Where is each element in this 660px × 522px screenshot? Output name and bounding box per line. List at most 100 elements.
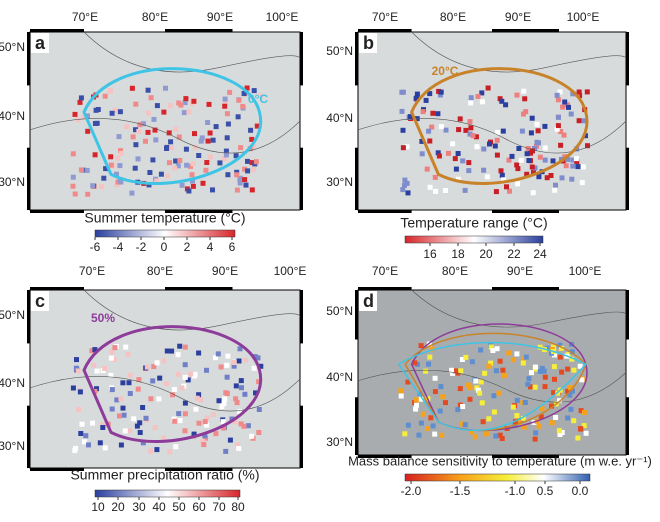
grid-cell — [242, 177, 248, 183]
grid-cell — [569, 349, 575, 355]
grid-cell — [551, 390, 557, 396]
grid-cell — [416, 432, 422, 438]
grid-cell — [134, 423, 140, 429]
grid-cell — [223, 148, 229, 154]
grid-cell — [462, 187, 468, 193]
grid-cell — [526, 158, 532, 163]
grid-cell — [112, 345, 118, 351]
grid-cell — [79, 421, 85, 427]
panel-letter-box — [31, 291, 49, 311]
grid-cell — [78, 431, 84, 436]
country-border — [83, 31, 301, 73]
panel-letter: c — [35, 291, 45, 311]
grid-cell — [108, 162, 114, 168]
frame-bar — [165, 210, 233, 213]
grid-cell — [204, 422, 210, 428]
grid-cell — [103, 166, 109, 172]
grid-cell — [170, 392, 176, 398]
colorbar-tick-label: 60 — [192, 500, 206, 514]
frame-bar — [492, 210, 559, 213]
grid-cell — [164, 146, 169, 151]
grid-cell — [99, 184, 105, 190]
grid-cell — [565, 415, 571, 421]
frame-bar — [492, 29, 559, 32]
grid-cell — [519, 128, 525, 134]
grid-cell — [204, 367, 209, 373]
grid-cell — [114, 397, 120, 403]
grid-cell — [478, 379, 484, 385]
grid-cell — [438, 124, 444, 130]
grid-cell — [522, 96, 528, 102]
grid-cell — [92, 152, 98, 158]
grid-cell — [100, 425, 106, 430]
grid-cell — [521, 88, 527, 94]
grid-cell — [221, 425, 227, 431]
grid-cell — [554, 92, 560, 98]
grid-cell — [193, 406, 199, 412]
grid-cell — [245, 168, 251, 174]
grid-cell — [90, 420, 95, 426]
grid-cell — [544, 345, 550, 351]
grid-cell — [253, 390, 258, 396]
grid-cell — [78, 167, 84, 173]
grid-cell — [573, 156, 579, 162]
lat-label: 50°N — [326, 44, 353, 58]
grid-cell — [550, 158, 556, 164]
grid-cell — [258, 363, 264, 369]
grid-cell — [238, 421, 244, 427]
grid-cell — [133, 127, 138, 133]
grid-cell — [77, 99, 83, 105]
grid-cell — [184, 162, 190, 168]
grid-cell — [245, 423, 251, 429]
grid-cell — [581, 118, 587, 124]
grid-cell — [250, 167, 256, 173]
grid-cell — [216, 398, 222, 404]
grid-cell — [161, 109, 167, 115]
grid-cell — [210, 137, 216, 143]
grid-cell — [92, 388, 98, 394]
grid-cell — [583, 430, 589, 436]
grid-cell — [182, 374, 188, 380]
grid-cell — [222, 396, 228, 402]
grid-cell — [558, 129, 564, 134]
grid-cell — [202, 419, 208, 425]
grid-cell — [102, 445, 108, 451]
frame-bar — [626, 397, 629, 455]
grid-cell — [225, 121, 231, 127]
grid-cell — [222, 103, 228, 109]
grid-cell — [140, 405, 146, 410]
grid-cell — [233, 383, 239, 389]
grid-cell — [473, 378, 479, 384]
grid-cell — [418, 343, 424, 349]
lon-label: 70°E — [72, 10, 98, 24]
grid-cell — [532, 384, 538, 390]
grid-cell — [182, 428, 188, 434]
grid-cell — [179, 182, 185, 188]
grid-cell — [504, 184, 509, 190]
grid-cell — [420, 411, 426, 417]
grid-cell — [215, 351, 221, 357]
grid-cell — [70, 385, 76, 391]
grid-cell — [213, 355, 218, 361]
grid-cell — [549, 420, 555, 426]
grid-cell — [217, 160, 223, 166]
grid-cell — [514, 92, 520, 98]
grid-cell — [491, 409, 497, 415]
grid-cell — [430, 423, 436, 429]
frame-bar — [27, 32, 30, 86]
grid-cell — [102, 93, 108, 99]
grid-cell — [72, 191, 78, 197]
lat-label: 50°N — [0, 40, 25, 54]
frame-bar — [355, 397, 358, 455]
grid-cell — [181, 110, 187, 116]
grid-cell — [490, 348, 496, 353]
grid-cell — [548, 173, 554, 178]
grid-cell — [514, 351, 520, 357]
grid-cell — [437, 92, 443, 98]
colorbar-tick-label: 40 — [152, 500, 166, 514]
grid-cell — [493, 368, 499, 374]
grid-cell — [182, 362, 188, 368]
country-border — [29, 376, 301, 412]
grid-cell — [188, 163, 193, 169]
grid-cell — [146, 182, 152, 188]
